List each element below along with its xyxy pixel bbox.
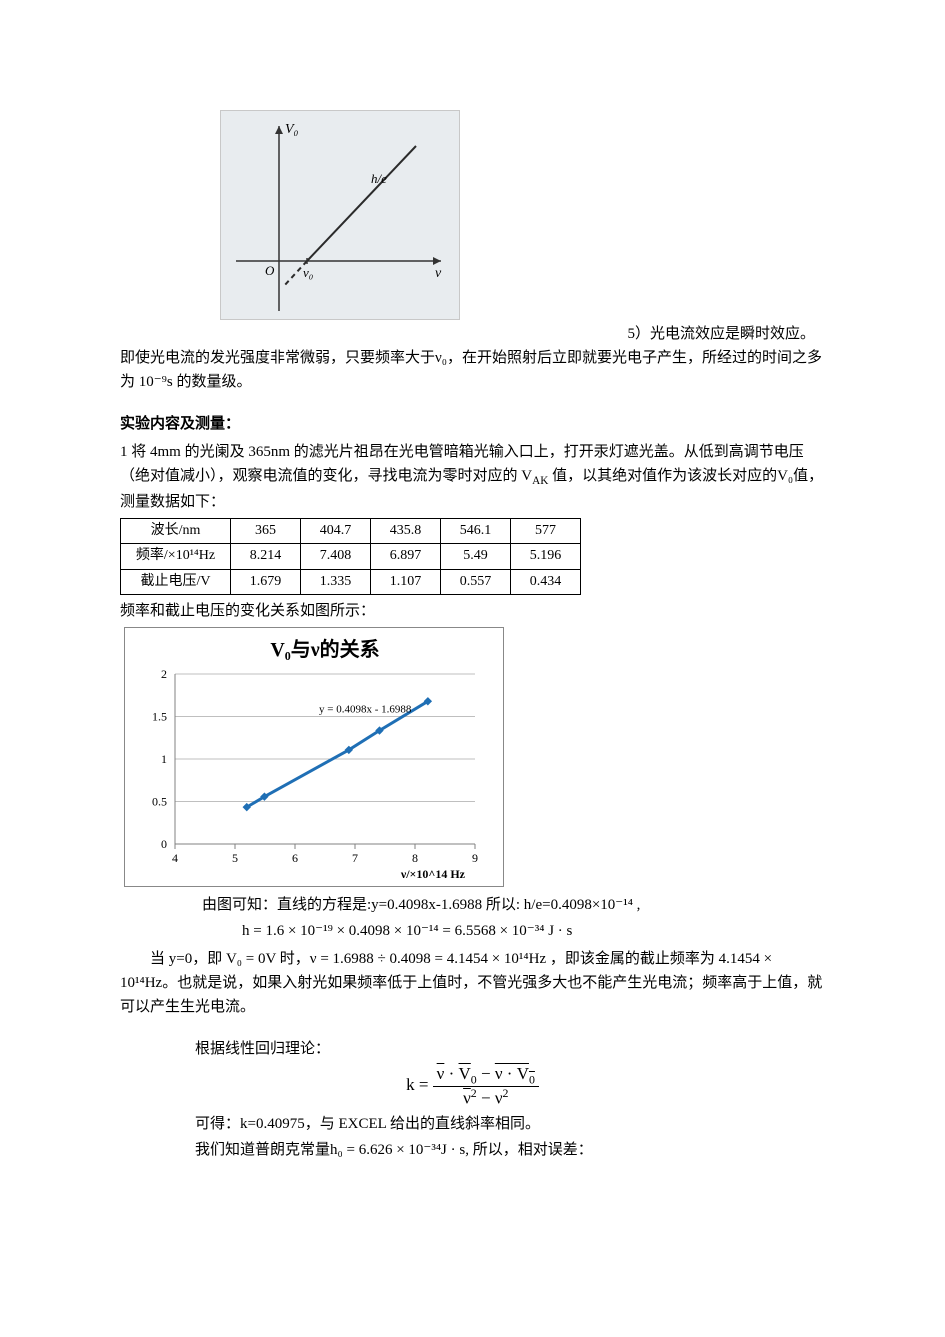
row-header: 截止电压/V [121, 569, 231, 594]
row-header: 频率/×10¹⁴Hz [121, 544, 231, 569]
svg-text:6: 6 [292, 851, 298, 865]
table-cell: 1.335 [301, 569, 371, 594]
table-cell: 7.408 [301, 544, 371, 569]
table-cell: 6.897 [371, 544, 441, 569]
formula-fraction: ν · V0 − ν · V0 ν2 − ν2 [433, 1065, 539, 1107]
row-header: 波长/nm [121, 519, 231, 544]
table-cell: 365 [231, 519, 301, 544]
figure1-svg: V₀ ν Oν₀ h/e [221, 111, 459, 319]
section-heading-experiment: 实验内容及测量： [120, 412, 825, 436]
table-row: 频率/×10¹⁴Hz8.2147.4086.8975.495.196 [121, 544, 581, 569]
table-cell: 0.434 [511, 569, 581, 594]
step-1-description: 1 将 4mm 的光阑及 365nm 的滤光片祖昂在光电管暗箱光输入口上，打开汞… [120, 440, 825, 514]
chart2-svg: 0 0.5 1 1.5 2 4 5 6 7 8 9 V₀与ν的关系 y = 0.4098x - 1.69… [125, 628, 503, 886]
svg-text:8: 8 [412, 851, 418, 865]
svg-text:9: 9 [472, 851, 478, 865]
svg-text:h/e: h/e [371, 171, 387, 186]
svg-text:5: 5 [232, 851, 238, 865]
table-cell: 546.1 [441, 519, 511, 544]
paragraph-instant-effect: 即使光电流的发光强度非常微弱，只要频率大于ν₀，在开始照射后立即就要光电子产生，… [120, 346, 825, 394]
table-cell: 1.107 [371, 569, 441, 594]
table-row: 波长/nm365404.7435.8546.1577 [121, 519, 581, 544]
svg-text:ν₀: ν₀ [303, 265, 313, 280]
regression-intro: 根据线性回归理论： [120, 1037, 825, 1061]
svg-text:O: O [265, 263, 275, 278]
svg-text:7: 7 [352, 851, 358, 865]
svg-text:0: 0 [161, 837, 167, 851]
figure-v0-vs-nu-schematic: V₀ ν Oν₀ h/e [220, 110, 460, 320]
table-cell: 404.7 [301, 519, 371, 544]
svg-text:ν: ν [435, 266, 442, 281]
chart-v0-vs-nu: 0 0.5 1 1.5 2 4 5 6 7 8 9 V₀与ν的关系 y = 0.4098x - 1.69… [124, 627, 504, 887]
svg-text:V₀: V₀ [285, 122, 299, 137]
analysis-line-equation: 由图可知：直线的方程是:y=0.4098x-1.6988 所以: h/e=0.4… [202, 893, 825, 917]
table-cell: 435.8 [371, 519, 441, 544]
analysis-h-calc: h = 1.6 × 10⁻¹⁹ × 0.4098 × 10⁻¹⁴ = 6.556… [242, 919, 825, 943]
formula-k: k = ν · V0 − ν · V0 ν2 − ν2 [120, 1065, 825, 1107]
table-row: 截止电压/V1.6791.3351.1070.5570.434 [121, 569, 581, 594]
measurement-table: 波长/nm365404.7435.8546.1577频率/×10¹⁴Hz8.21… [120, 518, 581, 595]
formula-lhs: k = [406, 1075, 433, 1094]
k-result: 可得：k=0.40975，与 EXCEL 给出的直线斜率相同。 [120, 1112, 825, 1136]
analysis-cutoff-freq: 当 y=0，即 V₀ = 0V 时，ν = 1.6988 ÷ 0.4098 = … [120, 947, 825, 1019]
table-cell: 5.49 [441, 544, 511, 569]
svg-text:ν/×10^14 Hz: ν/×10^14 Hz [400, 867, 466, 881]
analysis-block: 由图可知：直线的方程是:y=0.4098x-1.6988 所以: h/e=0.4… [202, 893, 825, 943]
svg-text:y = 0.4098x - 1.6988: y = 0.4098x - 1.6988 [319, 703, 412, 715]
table-cell: 5.196 [511, 544, 581, 569]
formula-numerator: ν · V0 − ν · V0 [433, 1065, 539, 1087]
svg-text:V₀与ν的关系: V₀与ν的关系 [270, 637, 379, 661]
step1-vak-sub: AK [532, 475, 548, 487]
svg-text:4: 4 [172, 851, 178, 865]
formula-denominator: ν2 − ν2 [433, 1087, 539, 1108]
table-cell: 577 [511, 519, 581, 544]
table-cell: 0.557 [441, 569, 511, 594]
note-5: 5）光电流效应是瞬时效应。 [120, 322, 825, 346]
table-cell: 1.679 [231, 569, 301, 594]
svg-text:1: 1 [161, 752, 167, 766]
planck-constant-line: 我们知道普朗克常量h₀ = 6.626 × 10⁻³⁴J · s, 所以，相对误… [120, 1138, 825, 1162]
after-table-caption: 频率和截止电压的变化关系如图所示： [120, 599, 825, 623]
svg-text:0.5: 0.5 [152, 795, 167, 809]
svg-text:1.5: 1.5 [152, 710, 167, 724]
table-cell: 8.214 [231, 544, 301, 569]
svg-text:2: 2 [161, 667, 167, 681]
